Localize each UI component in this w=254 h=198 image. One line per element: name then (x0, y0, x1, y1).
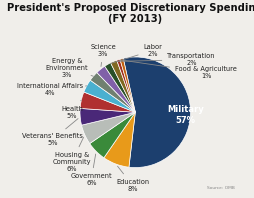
Wedge shape (104, 63, 135, 112)
Title: President's Proposed Discretionary Spending
(FY 2013): President's Proposed Discretionary Spend… (7, 3, 254, 24)
Wedge shape (123, 57, 190, 168)
Wedge shape (89, 112, 135, 158)
Text: International Affairs
4%: International Affairs 4% (17, 83, 86, 96)
Wedge shape (119, 58, 135, 112)
Wedge shape (80, 92, 135, 112)
Text: Science
3%: Science 3% (90, 44, 116, 67)
Text: Veterans' Benefits
5%: Veterans' Benefits 5% (22, 119, 83, 147)
Text: Military
57%: Military 57% (167, 105, 203, 125)
Wedge shape (80, 109, 135, 125)
Text: Housing &
Community
6%: Housing & Community 6% (52, 137, 91, 172)
Text: Transportation
2%: Transportation 2% (116, 53, 215, 66)
Text: Government
6%: Government 6% (70, 154, 112, 186)
Text: Food & Agriculture
1%: Food & Agriculture 1% (121, 60, 236, 79)
Text: Education
8%: Education 8% (116, 166, 149, 192)
Text: Energy &
Environment
3%: Energy & Environment 3% (45, 58, 93, 78)
Wedge shape (90, 72, 135, 112)
Text: Labor
2%: Labor 2% (110, 44, 162, 64)
Wedge shape (116, 59, 135, 112)
Wedge shape (81, 112, 135, 144)
Wedge shape (110, 60, 135, 112)
Wedge shape (84, 80, 135, 112)
Wedge shape (97, 66, 135, 112)
Wedge shape (103, 112, 135, 167)
Text: Health
5%: Health 5% (61, 100, 83, 119)
Text: Source: OMB: Source: OMB (206, 186, 234, 190)
